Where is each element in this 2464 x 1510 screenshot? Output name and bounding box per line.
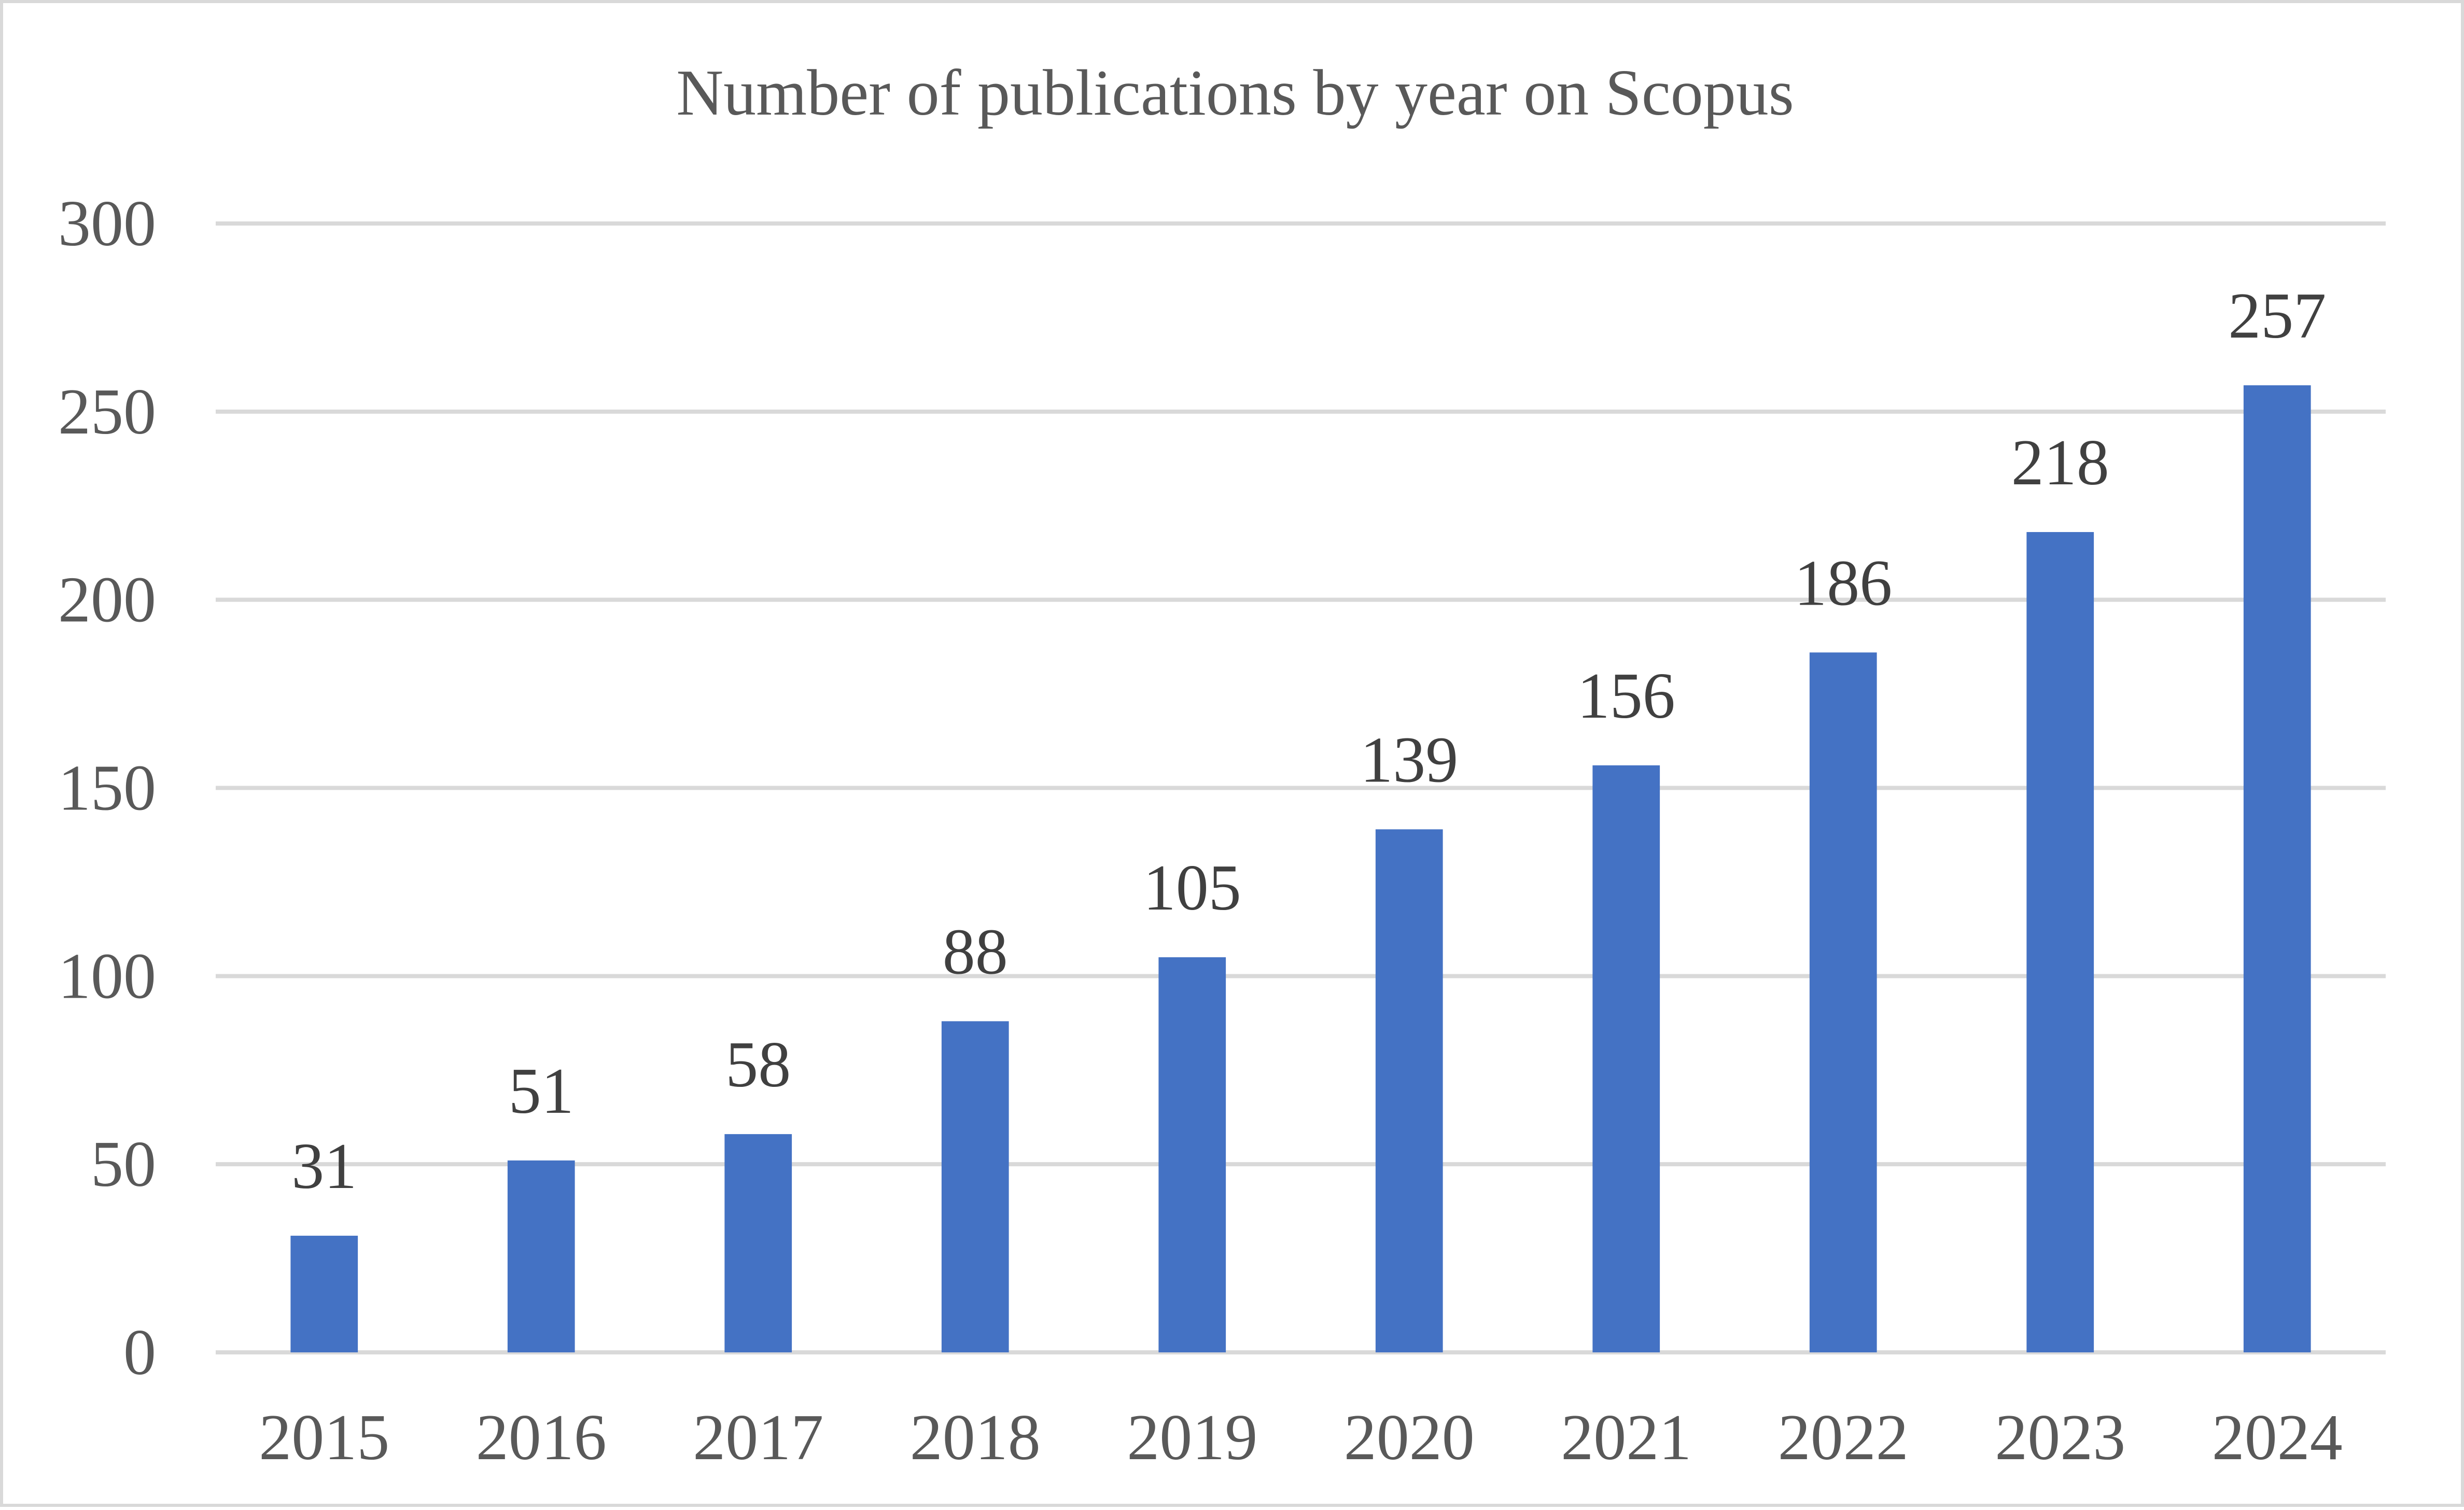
bar-2016	[507, 1160, 575, 1352]
chart-title: Number of publications by year on Scopus	[676, 57, 1794, 129]
bar-2024	[2243, 385, 2311, 1353]
data-label-2020: 139	[1360, 724, 1458, 796]
y-tick-label: 300	[58, 188, 156, 260]
data-label-2024: 257	[2228, 280, 2326, 352]
data-label-2015: 31	[291, 1130, 357, 1203]
bars	[290, 385, 2311, 1353]
y-tick-label: 200	[58, 564, 156, 636]
data-label-2022: 186	[1794, 547, 1892, 619]
y-tick-label: 250	[58, 376, 156, 448]
bar-2020	[1375, 829, 1443, 1352]
y-tick-label: 50	[91, 1128, 156, 1200]
x-tick-label: 2015	[259, 1402, 389, 1474]
bar-2015	[290, 1236, 358, 1352]
data-label-2018: 88	[943, 916, 1008, 988]
y-tick-label: 100	[58, 940, 156, 1012]
bar-2018	[941, 1021, 1009, 1352]
bar-2022	[1809, 652, 1877, 1352]
data-label-2021: 156	[1577, 660, 1675, 732]
x-tick-label: 2022	[1778, 1402, 1909, 1474]
gridlines	[216, 221, 2386, 1354]
x-axis-ticks: 2015 2016 2017 2018 2019 2020 2021 2022 2023 2024	[259, 1402, 2343, 1474]
y-axis-ticks: 0 50 100 150 200 250 300	[58, 188, 156, 1389]
x-tick-label: 2017	[693, 1402, 823, 1474]
bar-2023	[2026, 532, 2094, 1352]
x-tick-label: 2016	[476, 1402, 607, 1474]
x-tick-label: 2019	[1127, 1402, 1257, 1474]
x-tick-label: 2024	[2212, 1402, 2343, 1474]
data-label-2016: 51	[509, 1055, 574, 1127]
y-tick-label: 150	[58, 752, 156, 824]
bar-chart: Number of publications by year on Scopus…	[58, 57, 2386, 1474]
x-tick-label: 2021	[1561, 1402, 1691, 1474]
data-label-2023: 218	[2011, 427, 2109, 499]
x-tick-label: 2023	[1995, 1402, 2125, 1474]
bar-2019	[1158, 957, 1226, 1352]
x-tick-label: 2018	[910, 1402, 1041, 1474]
y-tick-label: 0	[123, 1317, 156, 1389]
x-tick-label: 2020	[1344, 1402, 1475, 1474]
bar-2021	[1592, 765, 1660, 1352]
bar-2017	[724, 1134, 792, 1352]
data-label-2017: 58	[725, 1029, 791, 1101]
data-label-2019: 105	[1143, 852, 1241, 924]
data-labels: 31 51 58 88 105 139 156 186 218 257	[291, 280, 2326, 1203]
